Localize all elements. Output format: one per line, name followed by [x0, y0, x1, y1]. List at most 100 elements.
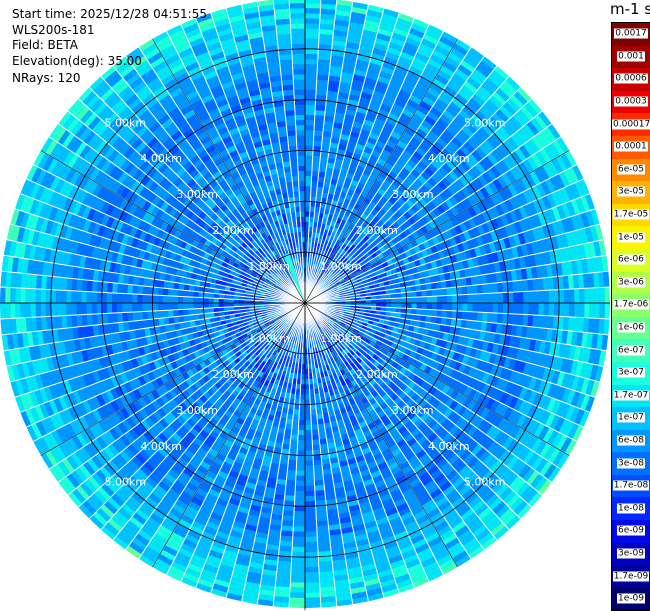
- ppi-gate: [305, 105, 315, 110]
- ppi-gate: [401, 303, 406, 308]
- ppi-gate: [305, 501, 315, 506]
- ppi-gate: [305, 465, 314, 470]
- ppi-gate: [281, 531, 293, 537]
- ppi-gate: [447, 303, 452, 310]
- ppi-gate: [295, 501, 305, 506]
- ppi-gate: [318, 172, 325, 178]
- ppi-gate: [290, 445, 298, 451]
- ppi-gate: [305, 49, 318, 54]
- ppi-gate: [285, 429, 292, 435]
- ppi-gate: [305, 125, 314, 130]
- ppi-gate: [317, 69, 329, 75]
- ppi-gate: [319, 566, 333, 572]
- ppi-gate: [559, 289, 564, 302]
- ppi-gate: [523, 291, 528, 302]
- ppi-gate: [457, 303, 462, 311]
- ppi-gate: [293, 414, 299, 420]
- ppi-gate: [305, 450, 313, 455]
- ppi-gate: [311, 419, 317, 425]
- ppi-gate: [305, 8, 320, 13]
- ppi-gate: [305, 120, 314, 125]
- ppi-gate: [426, 290, 432, 297]
- ppi-gate: [426, 316, 432, 323]
- ppi-gate: [563, 317, 569, 331]
- ppi-gate: [492, 283, 498, 293]
- ppi-gate: [517, 280, 523, 291]
- ppi-gate: [285, 495, 295, 501]
- ppi-gate: [315, 495, 325, 501]
- ppi-gate: [305, 455, 313, 460]
- ppi-gate: [290, 597, 305, 602]
- ppi-gate: [314, 465, 323, 471]
- ppi-gate: [305, 537, 317, 542]
- ppi-gate: [305, 521, 316, 526]
- ppi-gate: [305, 410, 311, 415]
- ppi-gate: [522, 280, 528, 292]
- ppi-gate: [396, 303, 401, 308]
- ppi-gate: [288, 465, 297, 471]
- ppi-gate: [282, 515, 293, 521]
- ppi-gate: [311, 176, 318, 182]
- ppi-gate: [305, 186, 311, 191]
- ppi-gate: [278, 561, 292, 567]
- ppi-gate: [544, 290, 549, 302]
- ppi-gate: [417, 303, 422, 309]
- ppi-gate: [305, 471, 314, 476]
- ppi-gate: [305, 476, 314, 481]
- ppi-gate: [291, 429, 298, 435]
- ppi-gate: [305, 29, 319, 34]
- ppi-gate: [457, 295, 462, 303]
- ppi-gate: [497, 282, 503, 292]
- ppi-gate: [441, 317, 447, 325]
- ppi-gate: [312, 166, 319, 172]
- ppi-gate: [313, 141, 322, 147]
- ppi-gate: [293, 409, 299, 414]
- ppi-gate: [472, 285, 478, 294]
- ppi-gate: [305, 435, 312, 440]
- ppi-gate: [294, 516, 305, 521]
- ppi-gate: [305, 542, 317, 547]
- ppi-gate: [305, 587, 320, 592]
- ppi-gate: [503, 303, 508, 313]
- ppi-gate: [305, 130, 314, 135]
- ppi-gate: [533, 303, 538, 315]
- ppi-gate: [319, 161, 327, 167]
- ppi-gate: [462, 286, 468, 295]
- ppi-gate: [318, 177, 325, 183]
- ppi-gate: [282, 520, 294, 526]
- ppi-gate: [313, 460, 322, 466]
- ppi-gate: [467, 312, 473, 321]
- ppi-gate: [467, 294, 472, 303]
- ppi-gate: [299, 415, 305, 420]
- ppi-gate: [437, 303, 442, 310]
- ppi-gate: [288, 460, 297, 466]
- ppi-gate: [290, 603, 305, 608]
- ppi-gate: [310, 196, 316, 201]
- ppi-gate: [518, 292, 523, 303]
- ppi-gate: [442, 303, 447, 310]
- ppi-gate: [305, 44, 318, 49]
- ppi-gate: [305, 13, 320, 18]
- ppi-gate: [293, 526, 305, 531]
- ppi-gate: [305, 603, 320, 608]
- ppi-gate: [286, 480, 296, 486]
- ppi-gate: [319, 34, 333, 40]
- ppi-gate: [305, 140, 313, 145]
- ppi-gate: [305, 511, 316, 516]
- ppi-gate: [305, 526, 317, 531]
- ppi-gate: [299, 420, 305, 425]
- ppi-gate: [569, 289, 574, 303]
- ppi-gate: [605, 287, 610, 302]
- ppi-gate: [305, 206, 310, 211]
- ppi-gate: [305, 491, 315, 496]
- ppi-gate: [318, 54, 331, 60]
- ppi-gate: [292, 557, 305, 562]
- ppi-gate: [296, 465, 305, 470]
- ppi-gate: [431, 289, 437, 296]
- ppi-gate: [293, 537, 305, 542]
- ppi-gate: [292, 552, 305, 557]
- ppi-gate: [589, 288, 594, 303]
- ppi-gate: [317, 75, 329, 81]
- ppi-gate: [305, 100, 315, 105]
- ppi-gate: [436, 289, 442, 296]
